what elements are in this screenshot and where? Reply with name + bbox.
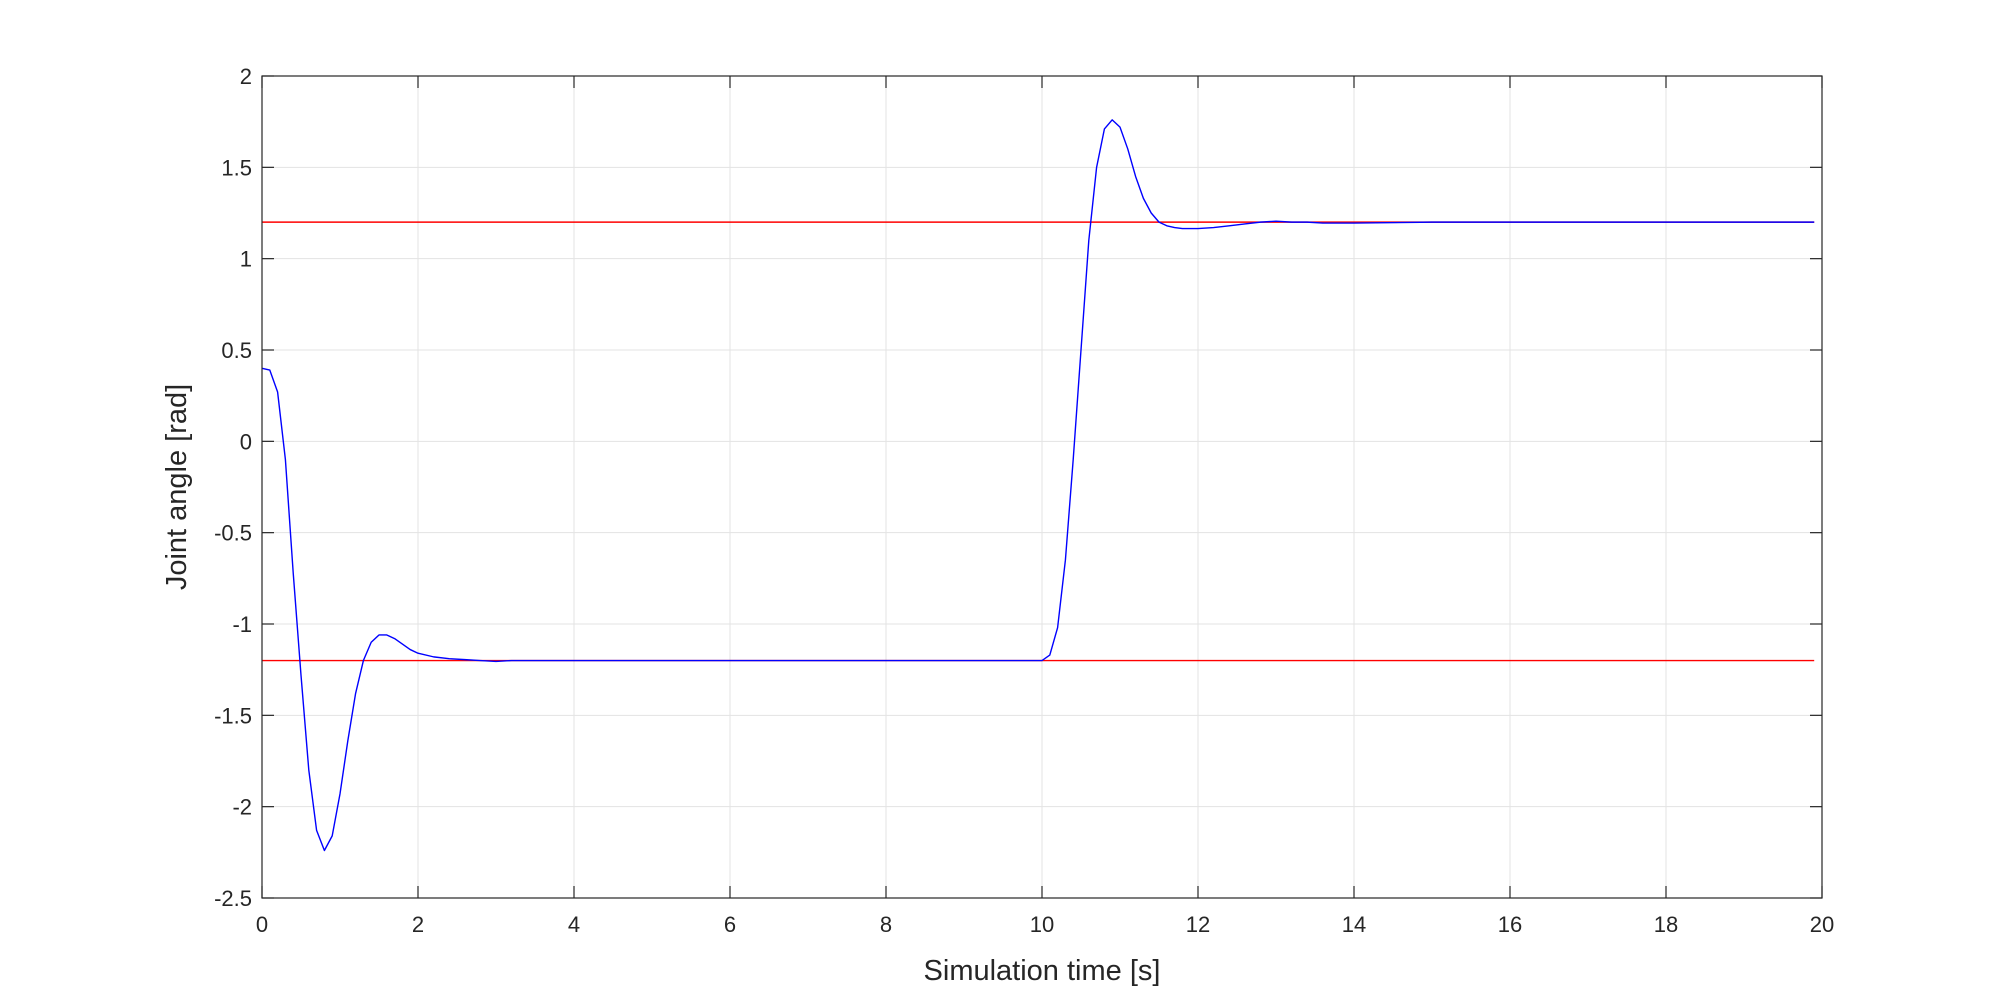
- series-line-2: [261, 119, 1815, 852]
- x-tick-label: 20: [1810, 912, 1834, 937]
- x-tick-label: 4: [568, 912, 580, 937]
- y-tick-label: 1.5: [221, 155, 252, 180]
- y-tick-label: 0: [240, 429, 252, 454]
- x-tick-label: 12: [1186, 912, 1210, 937]
- x-tick-label: 8: [880, 912, 892, 937]
- y-tick-label: -0.5: [214, 521, 252, 546]
- ticks: [261, 75, 1823, 899]
- y-tick-label: -2.5: [214, 886, 252, 911]
- x-tick-label: 0: [256, 912, 268, 937]
- x-tick-label: 14: [1342, 912, 1366, 937]
- x-axis-label: Simulation time [s]: [924, 955, 1161, 987]
- x-tick-label: 16: [1498, 912, 1522, 937]
- y-tick-label: -2: [232, 795, 252, 820]
- x-tick-label: 10: [1030, 912, 1054, 937]
- tick-labels: 0 2 4 6 8 10 12 14 16 18 20 -2.5 -2 -1.5 -1 -0.5 0 0.5 1 1.…: [214, 64, 1834, 937]
- y-tick-label: 0.5: [221, 338, 252, 363]
- x-tick-label: 6: [724, 912, 736, 937]
- y-tick-label: 2: [240, 64, 252, 89]
- y-tick-label: 1: [240, 247, 252, 272]
- x-tick-label: 2: [412, 912, 424, 937]
- y-tick-label: -1.5: [214, 703, 252, 728]
- y-axis-label: Joint angle [rad]: [161, 384, 193, 590]
- x-tick-label: 18: [1654, 912, 1678, 937]
- y-tick-label: -1: [232, 612, 252, 637]
- series-group: [261, 119, 1815, 852]
